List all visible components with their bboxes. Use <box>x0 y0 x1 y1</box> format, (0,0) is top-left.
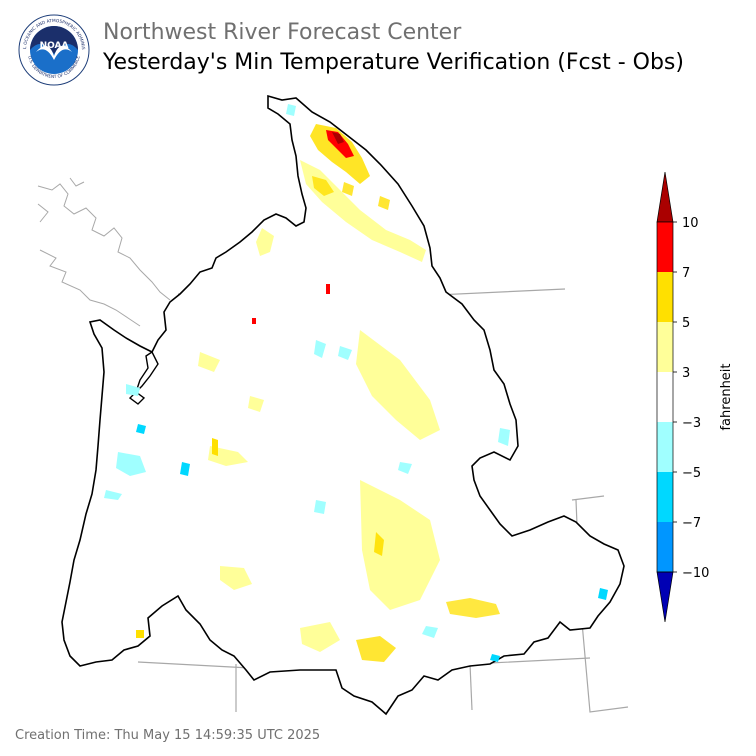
anomaly-patch-7-10-northern-idaho <box>326 130 354 158</box>
colorbar-unit-label: fahrenheit <box>719 363 734 430</box>
colorbar-under-triangle <box>656 571 674 623</box>
anomaly-patch-3-5-idaho-panhandle <box>300 160 426 262</box>
anomaly-patch-5-7-columbia-gorge <box>212 438 218 456</box>
colorbar-segment-7-10 <box>657 222 673 272</box>
colorbar-tick-label: 7 <box>682 266 690 281</box>
creation-time: Creation Time: Thu May 15 14:59:35 UTC 2… <box>15 728 321 743</box>
anomaly-patch-5-7-southwest-idaho <box>374 532 384 556</box>
anomaly-patch-3-5-oregon-southeast <box>220 566 340 652</box>
anomaly-patch-3-5-central-idaho <box>356 330 440 440</box>
anomaly-patch-5-7-idaho-panhandle <box>312 176 390 210</box>
map-title: Yesterday's Min Temperature Verification… <box>103 50 684 75</box>
positive-anomaly-patches <box>136 124 500 662</box>
noaa-logo: NOAA NATIONAL OCEANIC AND ATMOSPHERIC AD… <box>18 14 90 86</box>
agency-title: Northwest River Forecast Center <box>103 20 462 45</box>
negative-anomaly-patches <box>104 104 608 662</box>
colorbar: 10 7 5 3 −3 −5 −7 −10 fahrenheit <box>656 171 734 623</box>
anomaly-patch-minus-3-5-olympics <box>126 384 140 396</box>
colorbar-segment-5-7 <box>657 272 673 322</box>
anomaly-patch-over-10 <box>332 132 344 144</box>
anomaly-patch-3-5-cascades <box>256 228 274 256</box>
colorbar-tick-label: −10 <box>682 566 709 581</box>
anomaly-patch-3-5-eastern-washington <box>198 352 264 466</box>
anomaly-patch-minus-5-7-columbia <box>136 424 190 476</box>
basin-boundary <box>61 94 625 716</box>
anomaly-patch-minus-3-5-coast <box>104 452 146 500</box>
anomaly-patch-5-7-snake-plain <box>446 598 500 618</box>
colorbar-tick-label: 5 <box>682 316 690 331</box>
colorbar-over-triangle <box>656 171 674 223</box>
colorbar-tick-label: −3 <box>682 416 701 431</box>
colorbar-tick-label: −7 <box>682 516 701 531</box>
anomaly-patch-5-7-coast <box>136 630 144 638</box>
anomaly-patch-5-7-northern-idaho <box>310 124 370 184</box>
colorbar-tick-label: −5 <box>682 466 701 481</box>
colorbar-segment-neutral <box>657 372 673 422</box>
colorbar-tick-label: 3 <box>682 366 690 381</box>
puget-sound-coastline <box>37 177 171 327</box>
colorbar-frame <box>656 221 674 573</box>
logo-center-text: NOAA <box>40 41 69 51</box>
colorbar-segment-3-5 <box>657 322 673 372</box>
colorbar-tick-label: 10 <box>682 216 699 231</box>
colorbar-segment-minus-3-5 <box>657 422 673 472</box>
anomaly-patch-3-5-southwest-idaho <box>360 480 440 610</box>
colorbar-segment-minus-7-10 <box>657 522 673 572</box>
anomaly-patch-5-7-oregon-southeast <box>356 636 396 662</box>
colorbar-segment-minus-5-7 <box>657 472 673 522</box>
colorbar-ticks <box>673 221 677 573</box>
